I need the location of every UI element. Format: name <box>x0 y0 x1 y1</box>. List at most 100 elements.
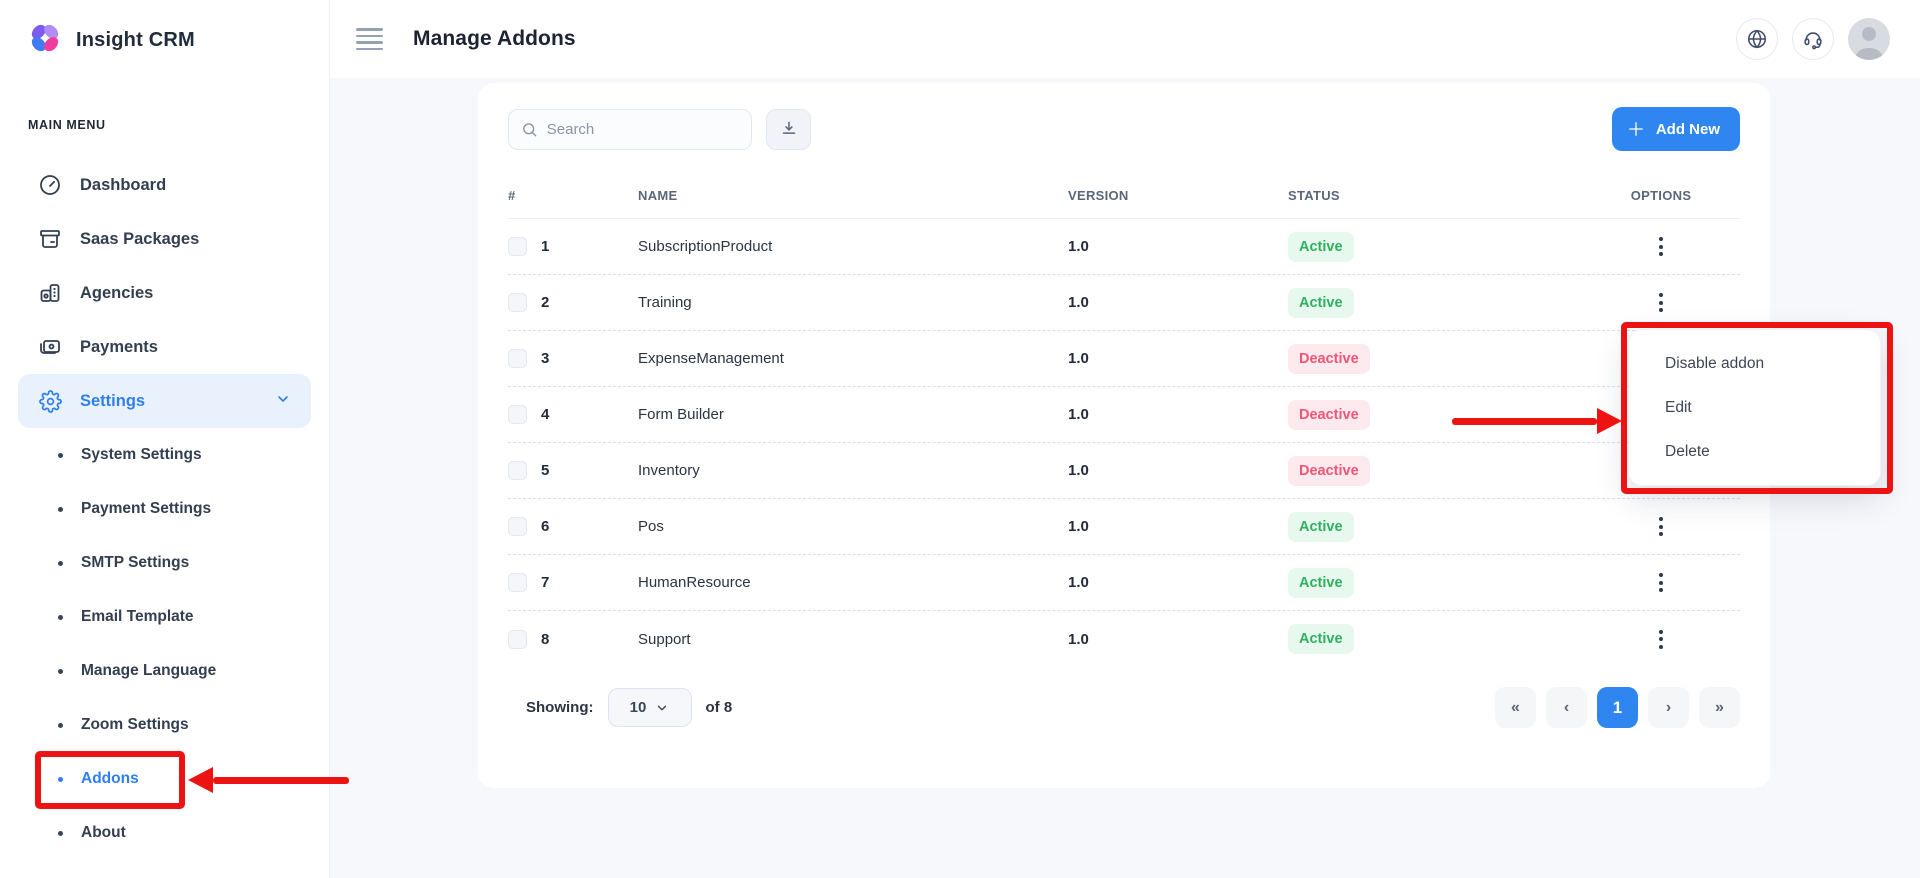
context-menu-item-delete[interactable]: Delete <box>1665 443 1710 460</box>
topbar: Manage Addons <box>330 0 1920 78</box>
sidebar-item-dashboard[interactable]: Dashboard <box>18 158 311 212</box>
addon-version: 1.0 <box>1068 238 1089 255</box>
row-number: 5 <box>541 462 550 479</box>
context-menu-item-disable-addon[interactable]: Disable addon <box>1665 355 1765 372</box>
sidebar-item-smtp-settings[interactable]: SMTP Settings <box>18 536 311 590</box>
sidebar-item-label: Settings <box>80 391 146 410</box>
export-download-button[interactable] <box>766 108 811 150</box>
table-row: 4 Form Builder 1.0 Deactive <box>508 387 1740 443</box>
addon-name: Training <box>638 294 692 311</box>
row-checkbox[interactable] <box>508 629 527 649</box>
row-number: 7 <box>541 574 550 591</box>
addon-name: SubscriptionProduct <box>638 238 773 255</box>
download-icon <box>782 121 795 134</box>
sidebar-item-zoom-settings[interactable]: Zoom Settings <box>18 698 311 752</box>
sub-item-label: Payment Settings <box>81 500 212 517</box>
sidebar-item-saas-packages[interactable]: Saas Packages <box>18 212 311 266</box>
pagination-last-button[interactable]: » <box>1699 687 1740 728</box>
sidebar-item-about[interactable]: About <box>18 806 311 860</box>
row-checkbox[interactable] <box>508 405 527 424</box>
search-input[interactable] <box>546 120 739 138</box>
sidebar-item-addons[interactable]: Addons <box>18 752 311 806</box>
brand-logo-icon <box>26 19 64 62</box>
row-checkbox[interactable] <box>508 573 527 592</box>
sidebar: Insight CRM MAIN MENU Dashboard Saas Pac… <box>0 0 330 878</box>
add-new-label: Add New <box>1655 120 1720 138</box>
column-header-index: # <box>508 188 516 203</box>
status-badge: Active <box>1288 231 1354 262</box>
sidebar-item-system-settings[interactable]: System Settings <box>18 428 311 482</box>
row-options-kebab-icon[interactable] <box>1653 624 1669 655</box>
table-row: 6 Pos 1.0 Active <box>508 499 1740 555</box>
pagination-first-button[interactable]: « <box>1495 687 1536 728</box>
row-checkbox[interactable] <box>508 293 527 312</box>
sub-item-label: Addons <box>81 770 139 787</box>
addon-name: Support <box>638 630 691 648</box>
chevron-down-icon <box>658 705 667 710</box>
context-menu-item-edit[interactable]: Edit <box>1665 399 1692 416</box>
user-avatar[interactable] <box>1848 18 1890 60</box>
sub-item-label: System Settings <box>81 446 202 463</box>
row-options-kebab-icon[interactable] <box>1653 287 1669 318</box>
table-row: 3 ExpenseManagement 1.0 Deactive <box>508 331 1740 387</box>
table-row: 8 Support 1.0 Active <box>508 611 1740 667</box>
column-header-name: NAME <box>638 188 678 203</box>
addon-version: 1.0 <box>1068 574 1089 591</box>
total-label: of 8 <box>705 699 733 716</box>
table-header-row: # NAME VERSION STATUS OPTIONS <box>508 173 1740 219</box>
status-badge: Deactive <box>1288 455 1370 486</box>
sidebar-item-payments[interactable]: Payments <box>18 320 311 374</box>
chevron-down-icon <box>275 391 291 412</box>
row-number: 1 <box>541 238 550 255</box>
addon-version: 1.0 <box>1068 518 1089 535</box>
pagination-next-button[interactable]: › <box>1648 687 1689 728</box>
plus-icon <box>1628 122 1643 136</box>
pagination: « ‹ 1 › » <box>1495 687 1740 728</box>
row-options-kebab-icon[interactable] <box>1653 231 1669 262</box>
row-checkbox[interactable] <box>508 349 527 368</box>
addon-version: 1.0 <box>1068 462 1089 479</box>
table-row: 7 HumanResource 1.0 Active <box>508 555 1740 611</box>
headset-icon <box>1804 32 1822 50</box>
addon-version: 1.0 <box>1068 630 1089 648</box>
status-badge: Deactive <box>1288 399 1370 430</box>
support-headset-button[interactable] <box>1792 18 1834 60</box>
hamburger-menu-icon[interactable] <box>356 28 383 50</box>
status-badge: Active <box>1288 287 1354 318</box>
row-number: 6 <box>541 518 550 535</box>
sidebar-item-label: Agencies <box>80 283 154 302</box>
language-globe-button[interactable] <box>1736 18 1778 60</box>
status-badge: Active <box>1288 567 1354 598</box>
row-checkbox[interactable] <box>508 461 527 480</box>
sidebar-item-settings[interactable]: Settings <box>18 374 311 428</box>
status-badge: Deactive <box>1288 343 1370 374</box>
sub-item-label: Email Template <box>81 608 194 625</box>
settings-submenu: System Settings Payment Settings SMTP Se… <box>18 428 311 860</box>
addon-name: Pos <box>638 518 664 535</box>
bullet-icon <box>58 560 63 566</box>
card-toolbar: Add New <box>508 107 1740 151</box>
showing-label: Showing: <box>526 699 594 716</box>
sub-item-label: SMTP Settings <box>81 554 190 571</box>
sidebar-item-email-template[interactable]: Email Template <box>18 590 311 644</box>
bullet-icon <box>58 722 63 728</box>
table-row: 1 SubscriptionProduct 1.0 Active <box>508 219 1740 275</box>
pagination-page-1-button[interactable]: 1 <box>1597 687 1638 728</box>
row-checkbox[interactable] <box>508 517 527 536</box>
row-options-context-menu: Disable addon Edit Delete <box>1628 329 1881 486</box>
row-options-kebab-icon[interactable] <box>1653 567 1669 598</box>
row-options-kebab-icon[interactable] <box>1653 511 1669 542</box>
sidebar-item-agencies[interactable]: Agencies <box>18 266 311 320</box>
sidebar-item-manage-language[interactable]: Manage Language <box>18 644 311 698</box>
sidebar-item-payment-settings[interactable]: Payment Settings <box>18 482 311 536</box>
brand-name: Insight CRM <box>76 28 195 51</box>
addons-card: Add New # NAME VERSION STATUS OPTIONS 1 … <box>478 83 1770 788</box>
bullet-icon <box>58 776 63 782</box>
add-new-button[interactable]: Add New <box>1611 107 1740 151</box>
row-number: 8 <box>541 630 550 648</box>
row-checkbox[interactable] <box>508 237 527 256</box>
row-number: 4 <box>541 406 550 423</box>
page-size-select[interactable]: 10 <box>607 688 692 727</box>
pagination-prev-button[interactable]: ‹ <box>1546 687 1587 728</box>
page-size-value: 10 <box>629 699 647 716</box>
